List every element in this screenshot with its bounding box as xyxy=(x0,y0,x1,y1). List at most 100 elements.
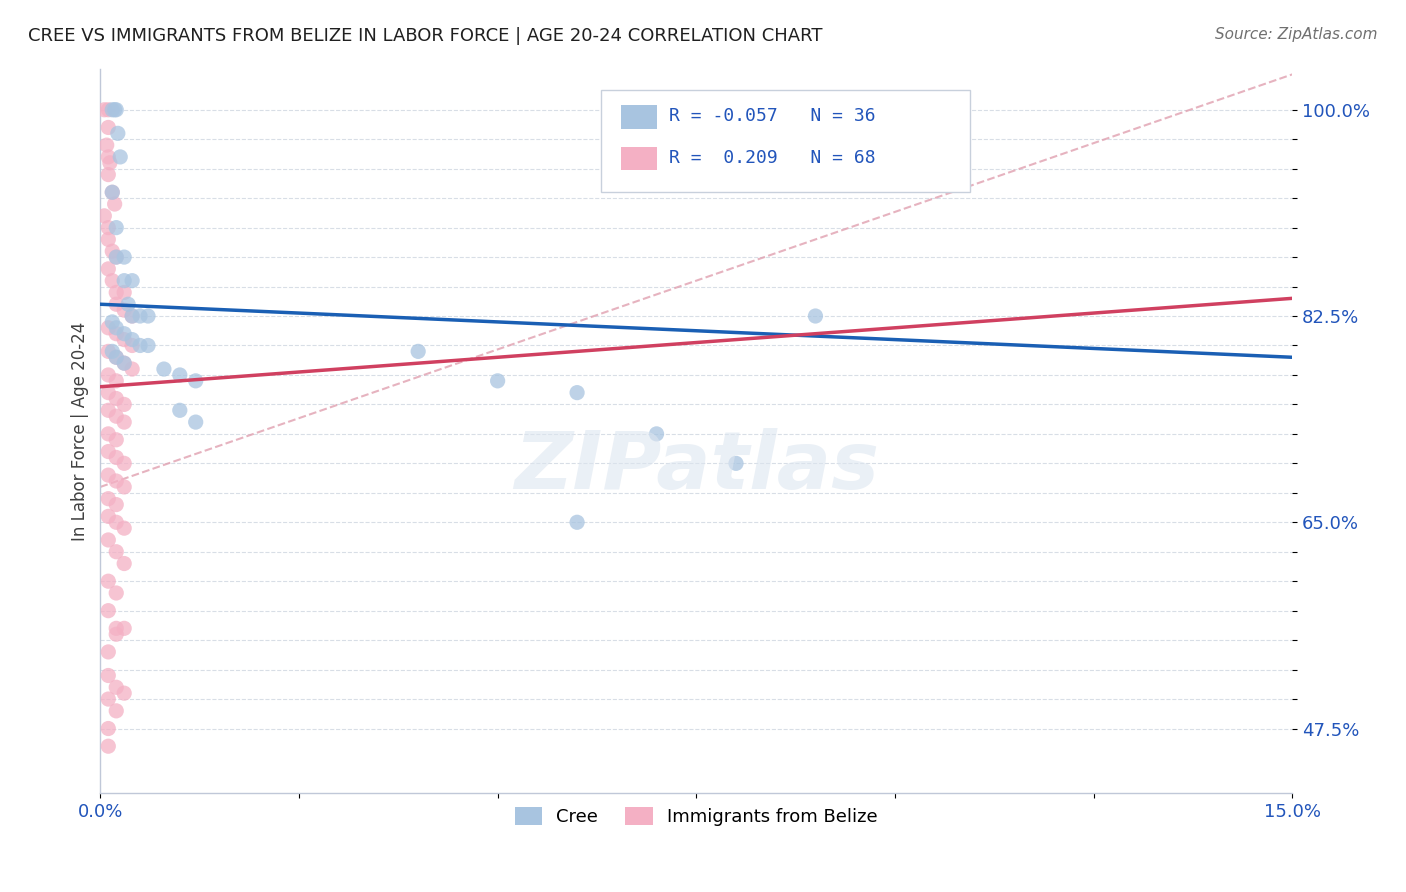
Point xyxy=(105,392,128,406)
Point xyxy=(105,326,128,341)
Point xyxy=(101,103,124,117)
Point xyxy=(105,621,128,635)
Point xyxy=(107,126,129,140)
Point xyxy=(105,433,128,447)
FancyBboxPatch shape xyxy=(621,105,657,128)
Point xyxy=(105,250,128,264)
Point xyxy=(129,309,152,323)
Point xyxy=(121,309,143,323)
Point xyxy=(112,415,135,429)
Point xyxy=(121,274,143,288)
Point xyxy=(97,533,120,547)
Point xyxy=(105,297,128,311)
Point xyxy=(121,309,143,323)
Point xyxy=(645,426,668,441)
Point xyxy=(136,338,159,352)
Point xyxy=(153,362,176,376)
Point xyxy=(105,250,128,264)
Point xyxy=(105,545,128,559)
Point xyxy=(101,244,124,259)
Point xyxy=(97,385,120,400)
Point xyxy=(112,285,135,300)
Point xyxy=(97,668,120,682)
Point xyxy=(97,426,120,441)
Point xyxy=(97,344,120,359)
Point xyxy=(110,150,132,164)
Point xyxy=(97,403,120,417)
Point xyxy=(406,344,429,359)
Point xyxy=(97,120,120,135)
Y-axis label: In Labor Force | Age 20-24: In Labor Force | Age 20-24 xyxy=(72,321,89,541)
FancyBboxPatch shape xyxy=(621,147,657,170)
Point xyxy=(112,356,135,370)
Point xyxy=(105,450,128,465)
Point xyxy=(105,474,128,488)
Point xyxy=(97,150,120,164)
Point xyxy=(97,645,120,659)
Point xyxy=(96,138,118,153)
Point xyxy=(97,168,120,182)
Point xyxy=(105,351,128,365)
Point xyxy=(101,344,124,359)
Point xyxy=(97,509,120,524)
Point xyxy=(112,326,135,341)
Point xyxy=(97,261,120,276)
Text: R = -0.057   N = 36: R = -0.057 N = 36 xyxy=(669,107,876,125)
Text: CREE VS IMMIGRANTS FROM BELIZE IN LABOR FORCE | AGE 20-24 CORRELATION CHART: CREE VS IMMIGRANTS FROM BELIZE IN LABOR … xyxy=(28,27,823,45)
Point xyxy=(105,627,128,641)
Point xyxy=(101,315,124,329)
Point xyxy=(117,297,139,311)
Point xyxy=(112,686,135,700)
Point xyxy=(97,604,120,618)
Point xyxy=(97,574,120,589)
Point xyxy=(105,374,128,388)
Point xyxy=(97,368,120,382)
Point xyxy=(97,739,120,754)
Point xyxy=(105,285,128,300)
Point xyxy=(129,338,152,352)
Point xyxy=(105,409,128,424)
Point xyxy=(97,220,120,235)
Point xyxy=(486,374,509,388)
Point xyxy=(97,320,120,334)
Point xyxy=(112,356,135,370)
Point xyxy=(121,333,143,347)
FancyBboxPatch shape xyxy=(600,90,970,192)
Point xyxy=(105,103,128,117)
Point xyxy=(565,385,588,400)
Point xyxy=(112,557,135,571)
Point xyxy=(121,338,143,352)
Point xyxy=(97,722,120,736)
Point xyxy=(565,516,588,530)
Point xyxy=(112,521,135,535)
Point xyxy=(105,586,128,600)
Point xyxy=(136,309,159,323)
Point xyxy=(112,303,135,318)
Point xyxy=(112,250,135,264)
Text: ZIPatlas: ZIPatlas xyxy=(513,428,879,506)
Point xyxy=(97,232,120,246)
Point xyxy=(97,103,120,117)
Point xyxy=(169,403,191,417)
Point xyxy=(105,680,128,694)
Point xyxy=(105,220,128,235)
Point xyxy=(112,621,135,635)
Text: R =  0.209   N = 68: R = 0.209 N = 68 xyxy=(669,149,876,167)
Point xyxy=(97,692,120,706)
Point xyxy=(112,397,135,411)
Point xyxy=(97,444,120,458)
Point xyxy=(105,498,128,512)
Point xyxy=(112,274,135,288)
Point xyxy=(101,274,124,288)
Point xyxy=(104,197,127,211)
Point xyxy=(101,186,124,200)
Point xyxy=(169,368,191,382)
Point xyxy=(105,351,128,365)
Point xyxy=(112,456,135,470)
Point xyxy=(121,362,143,376)
Point xyxy=(724,456,747,470)
Legend: Cree, Immigrants from Belize: Cree, Immigrants from Belize xyxy=(506,797,887,835)
Point xyxy=(98,156,121,170)
Point xyxy=(97,491,120,506)
Point xyxy=(105,320,128,334)
